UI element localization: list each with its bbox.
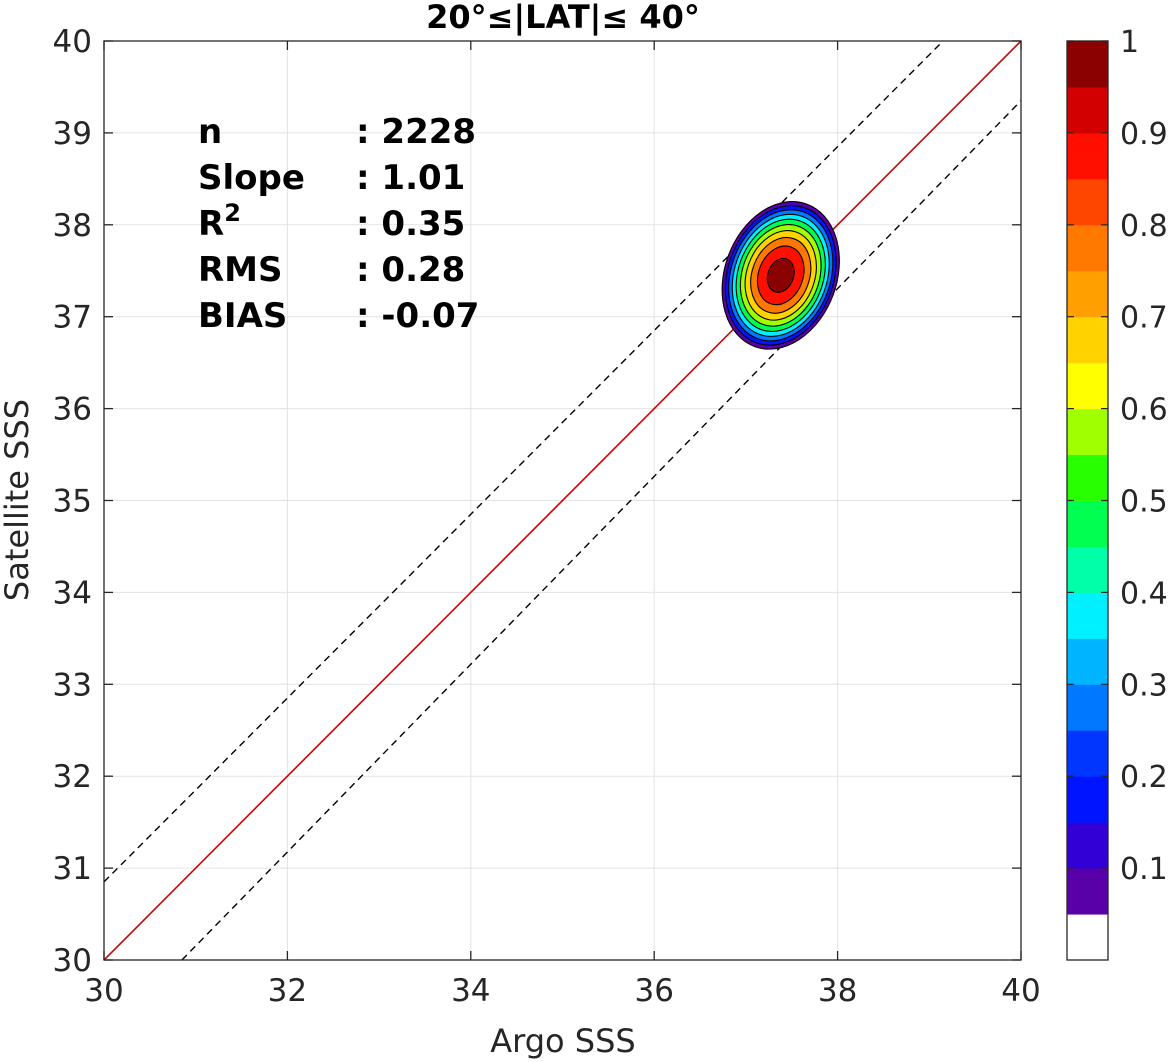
x-tick-label: 32 (268, 973, 307, 1009)
colorbar-tick-label: 0.1 (1120, 852, 1168, 887)
colorbar-tick-label: 0.6 (1120, 393, 1168, 428)
colorbar-segment (1067, 86, 1108, 134)
upper-bound-line (103, 40, 944, 883)
x-tick-label: 34 (451, 973, 490, 1009)
x-axis-title: Argo SSS (490, 1022, 635, 1060)
y-tick-label: 35 (53, 484, 92, 520)
stat-value: : 1.01 (356, 158, 465, 198)
y-tick-label: 32 (53, 759, 92, 795)
density-contours (721, 201, 840, 350)
reference-lines (103, 40, 1022, 961)
colorbar-tick-label: 0.4 (1120, 576, 1168, 611)
y-tick-label: 38 (53, 208, 92, 244)
x-tick-label: 38 (818, 973, 857, 1009)
colorbar-tick-label: 0.3 (1120, 668, 1168, 703)
x-tick-label: 30 (84, 973, 123, 1009)
y-tick-label: 39 (53, 116, 92, 152)
y-tick-label: 40 (53, 24, 92, 60)
stat-label: Slope (198, 158, 305, 198)
stat-value: : 0.35 (356, 204, 465, 244)
y-tick-label: 37 (53, 300, 92, 336)
colorbar-segment (1067, 868, 1108, 915)
colorbar-tick-label: 0.2 (1120, 760, 1168, 795)
colorbar-segment (1067, 730, 1108, 777)
colorbar-segment (1067, 776, 1108, 823)
stat-value: : -0.07 (356, 296, 479, 336)
colorbar-segment (1067, 500, 1108, 547)
colorbar-segment (1067, 408, 1108, 456)
stat-label: BIAS (198, 296, 287, 336)
colorbar-segment (1067, 546, 1108, 593)
stat-label: n (198, 112, 222, 152)
stat-label: R2 (198, 199, 241, 244)
lower-bound-line (181, 100, 1022, 961)
colorbar: 0.1 0.2 0.3 0.4 0.5 0.6 0.7 0.8 0.9 1 (1066, 25, 1168, 961)
colorbar-tick-label: 0.5 (1120, 485, 1168, 520)
axis-ticks: 30 32 34 36 38 40 30 31 32 33 34 35 36 37 38 39 40 (53, 24, 1041, 1009)
fit-line (103, 40, 1022, 961)
chart-title: 20°≤|LAT|≤ 40° (426, 0, 700, 37)
y-axis-title: Satellite SSS (0, 399, 36, 601)
stat-label: RMS (198, 250, 283, 290)
colorbar-segment (1067, 178, 1108, 226)
colorbar-segment (1067, 132, 1108, 180)
y-tick-label: 33 (53, 667, 92, 703)
colorbar-segment (1067, 914, 1108, 961)
colorbar-segment (1067, 684, 1108, 731)
stat-value: : 0.28 (356, 250, 465, 290)
stat-value: : 2228 (356, 112, 476, 152)
colorbar-segment (1067, 822, 1108, 869)
colorbar-segment (1067, 270, 1108, 318)
colorbar-segment (1067, 454, 1108, 501)
x-tick-label: 36 (634, 973, 673, 1009)
colorbar-tick-label: 0.8 (1120, 209, 1168, 244)
colorbar-segment (1067, 41, 1108, 88)
colorbar-tick-label: 0.7 (1120, 301, 1168, 336)
colorbar-segment (1067, 316, 1108, 364)
colorbar-tick-label: 1 (1120, 25, 1139, 60)
colorbar-segment (1067, 638, 1108, 685)
colorbar-segment (1067, 362, 1108, 410)
colorbar-tick-label: 0.9 (1120, 117, 1168, 152)
y-tick-label: 31 (53, 851, 92, 887)
colorbar-segment (1067, 224, 1108, 272)
y-tick-label: 30 (53, 943, 92, 979)
contour-level (766, 257, 795, 293)
stats-box: n : 2228 Slope : 1.01 R2 : 0.35 RMS : 0.28 BIAS:… (198, 112, 479, 336)
y-tick-label: 36 (53, 392, 92, 428)
colorbar-segment (1067, 592, 1108, 639)
x-tick-label: 40 (1001, 973, 1040, 1009)
y-tick-label: 34 (53, 575, 92, 611)
stat-superscript: 2 (224, 199, 241, 227)
